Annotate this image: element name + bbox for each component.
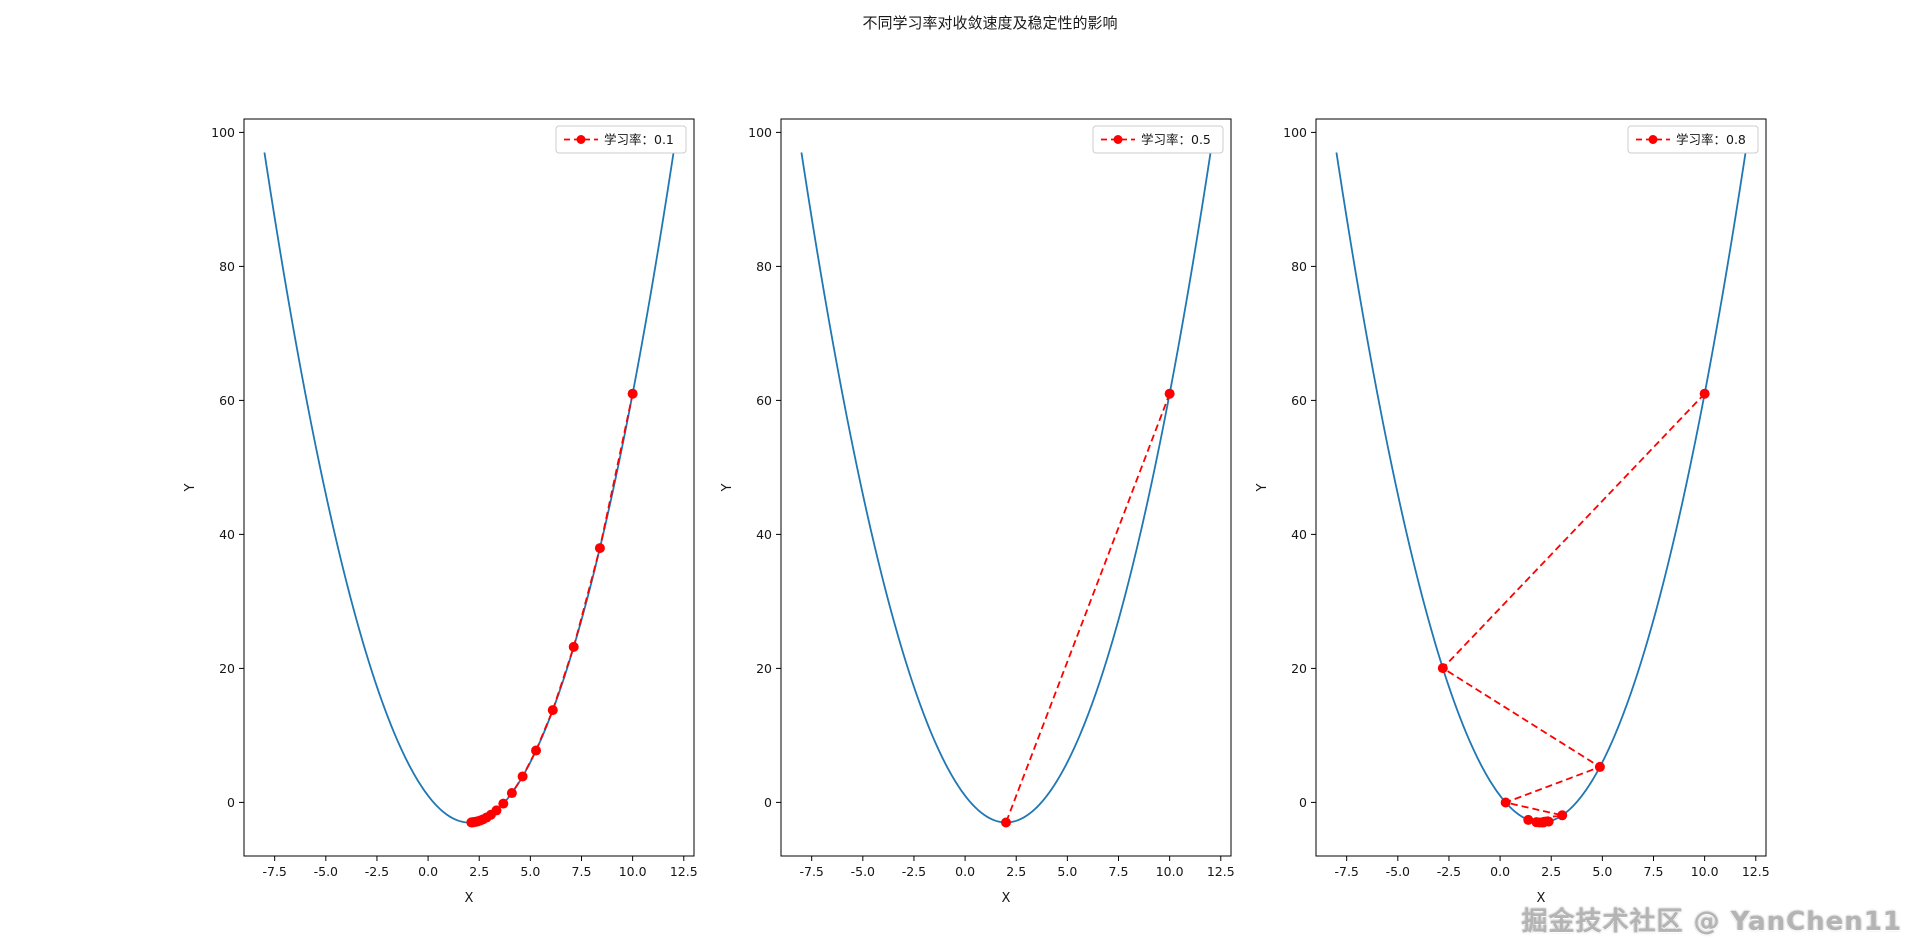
y-axis-label: Y (183, 483, 198, 492)
x-tick-label: 7.5 (572, 864, 592, 879)
loss-curve (800, 152, 1212, 824)
descent-point (517, 771, 528, 782)
y-tick-label: 80 (1291, 259, 1307, 274)
descent-point (531, 745, 542, 756)
y-tick-label: 40 (219, 527, 235, 542)
x-tick-label: -7.5 (1334, 864, 1358, 879)
y-tick-label: 40 (1291, 527, 1307, 542)
subplot-learning-rate-0.5: -7.5 -5.0 -2.5 0.0 2.5 5.0 7.5 10.0 12.5 0 20 40 60 8… (677, 94, 1257, 924)
chart-learning-rate-0.5: -7.5 -5.0 -2.5 0.0 2.5 5.0 7.5 10.0 12.5 0 20 40 60 8… (720, 118, 1235, 906)
x-tick-label: 0.0 (418, 864, 438, 879)
descent-point (1001, 817, 1011, 828)
legend-marker-icon (1648, 135, 1658, 144)
x-tick-label: -5.0 (1386, 864, 1410, 879)
x-tick-label: 10.0 (1691, 864, 1719, 879)
x-tick-label: 10.0 (619, 864, 647, 879)
x-tick-label: 7.5 (1109, 864, 1129, 879)
legend-marker-icon (1113, 135, 1123, 144)
legend-label: 学习率：0.1 (604, 132, 674, 147)
x-axis-label: X (1002, 891, 1011, 906)
y-tick-label: 60 (756, 393, 772, 408)
x-tick-label: 0.0 (1490, 864, 1510, 879)
y-axis-label: Y (720, 483, 735, 492)
loss-curve (1335, 152, 1747, 824)
descent-point (1437, 663, 1448, 674)
x-tick-label: 12.5 (1207, 864, 1235, 879)
y-tick-label: 80 (756, 259, 772, 274)
descent-point (568, 641, 579, 652)
descent-point (627, 388, 638, 399)
x-axis-label: X (465, 891, 474, 906)
y-tick-label: 80 (219, 259, 235, 274)
y-tick-label: 20 (219, 661, 235, 676)
y-tick-label: 0 (764, 795, 772, 810)
y-tick-label: 0 (1299, 795, 1307, 810)
descent-point (1557, 810, 1568, 821)
y-tick-label: 60 (1291, 393, 1307, 408)
x-tick-label: -7.5 (799, 864, 823, 879)
gradient-descent-path (471, 393, 634, 824)
descent-point (594, 543, 605, 554)
y-tick-label: 20 (756, 661, 772, 676)
x-tick-label: 10.0 (1156, 864, 1184, 879)
descent-point (1164, 388, 1175, 399)
x-tick-label: -5.0 (314, 864, 338, 879)
chart-learning-rate-0.8: -7.5 -5.0 -2.5 0.0 2.5 5.0 7.5 10.0 12.5 0 20 40 60 8… (1255, 118, 1770, 906)
y-tick-label: 0 (227, 795, 235, 810)
legend-box (1627, 125, 1759, 154)
x-tick-label: 5.0 (1057, 864, 1077, 879)
legend-label: 学习率：0.5 (1141, 132, 1211, 147)
legend-label: 学习率：0.8 (1676, 132, 1746, 147)
subplot-learning-rate-0.8: -7.5 -5.0 -2.5 0.0 2.5 5.0 7.5 10.0 12.5 0 20 40 60 8… (1212, 94, 1792, 924)
x-tick-label: -2.5 (902, 864, 926, 879)
x-tick-label: 2.5 (1541, 864, 1561, 879)
y-tick-label: 20 (1291, 661, 1307, 676)
x-tick-label: -7.5 (262, 864, 286, 879)
descent-point (1500, 797, 1511, 808)
gradient-descent-path (1005, 393, 1171, 823)
y-tick-label: 60 (219, 393, 235, 408)
watermark: 掘金技术社区 @ YanChen11 (1521, 907, 1902, 937)
x-tick-label: 2.5 (469, 864, 489, 879)
x-axis-label: X (1537, 891, 1546, 906)
x-tick-label: 12.5 (670, 864, 698, 879)
x-tick-label: 0.0 (955, 864, 975, 879)
y-tick-label: 100 (1283, 125, 1307, 140)
chart-learning-rate-0.1: -7.5 -5.0 -2.5 0.0 2.5 5.0 7.5 10.0 12.5 0 20 40 60 8… (183, 118, 698, 906)
x-tick-label: 7.5 (1644, 864, 1664, 879)
legend-box (555, 125, 687, 154)
y-tick-label: 40 (756, 527, 772, 542)
descent-point (1699, 388, 1710, 399)
x-tick-label: -2.5 (1437, 864, 1461, 879)
axes-box (780, 118, 1232, 857)
legend-marker-icon (576, 135, 586, 144)
descent-point (466, 817, 477, 828)
descent-point (498, 798, 509, 809)
x-tick-label: 5.0 (1592, 864, 1612, 879)
axes-box (1315, 118, 1767, 857)
descent-point (1536, 817, 1547, 828)
x-tick-label: 12.5 (1742, 864, 1770, 879)
gradient-descent-path (1441, 393, 1706, 824)
y-tick-label: 100 (748, 125, 772, 140)
legend-box (1092, 125, 1224, 154)
x-tick-label: 2.5 (1006, 864, 1026, 879)
y-tick-label: 100 (211, 125, 235, 140)
x-tick-label: -5.0 (851, 864, 875, 879)
y-axis-label: Y (1255, 483, 1270, 492)
loss-curve (263, 152, 675, 824)
descent-point (1594, 761, 1605, 772)
axes-box (243, 118, 695, 857)
subplot-learning-rate-0.1: -7.5 -5.0 -2.5 0.0 2.5 5.0 7.5 10.0 12.5 0 20 40 60 8… (140, 94, 720, 924)
figure-title: 不同学习率对收敛速度及稳定性的影响 (862, 14, 1118, 32)
x-tick-label: -2.5 (365, 864, 389, 879)
descent-point (547, 705, 558, 716)
descent-point (1523, 814, 1534, 825)
x-tick-label: 5.0 (520, 864, 540, 879)
descent-point (506, 788, 517, 799)
